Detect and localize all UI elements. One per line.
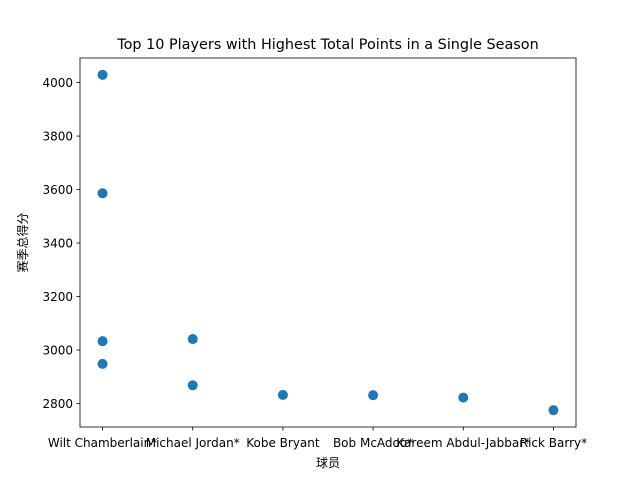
- y-tick-label: 2800: [42, 397, 73, 411]
- data-point-3: [97, 336, 108, 347]
- y-tick-label: 3400: [42, 236, 73, 250]
- y-axis-label: 赛季总得分: [15, 212, 30, 272]
- data-point-4: [97, 358, 108, 369]
- chart-title: Top 10 Players with Highest Total Points…: [116, 37, 538, 53]
- data-point-6: [187, 380, 198, 391]
- y-ticks: 2800 3000 3200 3400 3600 3800 4000: [42, 76, 80, 411]
- data-point-8: [368, 390, 379, 401]
- data-point-10: [548, 405, 559, 416]
- x-tick-label: Rick Barry*: [520, 436, 587, 450]
- data-point-9: [458, 392, 469, 403]
- data-point-7: [277, 389, 288, 400]
- plot-area-frame: [79, 57, 577, 428]
- x-tick-label: Michael Jordan*: [146, 436, 240, 450]
- x-tick-label: Bob McAdoo*: [333, 436, 413, 450]
- data-point-2: [97, 188, 108, 199]
- data-point-1: [97, 69, 108, 80]
- points-layer: [97, 69, 559, 416]
- y-tick-label: 3000: [42, 343, 73, 357]
- x-tick-label: Wilt Chamberlain*: [48, 436, 157, 450]
- x-ticks: Wilt Chamberlain*Michael Jordan* Kobe Bry…: [48, 427, 587, 450]
- y-tick-label: 3800: [42, 129, 73, 143]
- data-point-5: [187, 334, 198, 345]
- y-tick-label: 3600: [42, 183, 73, 197]
- x-tick-label: Kobe Bryant: [246, 436, 320, 450]
- y-tick-label: 3200: [42, 290, 73, 304]
- y-tick-label: 4000: [42, 76, 73, 90]
- x-tick-label: Kareem Abdul-Jabbar*: [396, 436, 530, 450]
- x-axis-label: 球员: [316, 456, 340, 470]
